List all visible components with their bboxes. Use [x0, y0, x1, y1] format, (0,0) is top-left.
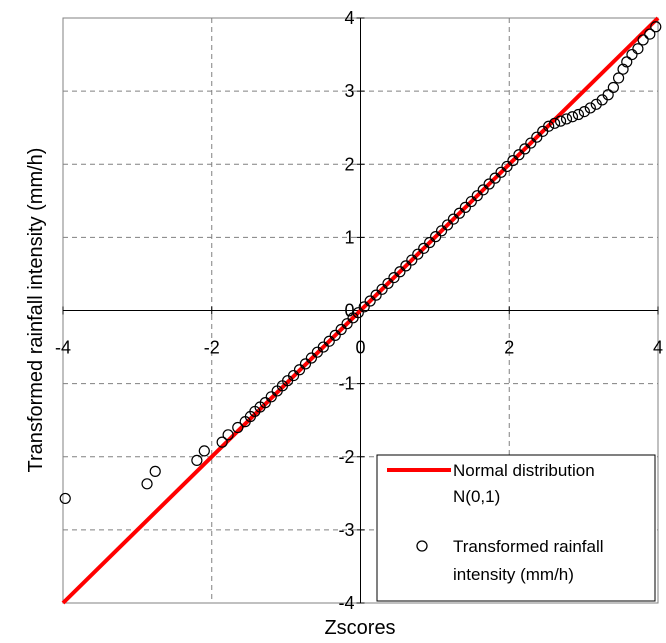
- data-point: [412, 248, 424, 260]
- legend-scatter-label-1: Transformed rainfall: [453, 537, 604, 556]
- data-point: [364, 295, 376, 307]
- data-point: [513, 149, 525, 161]
- data-point: [287, 369, 300, 382]
- data-point: [424, 236, 436, 249]
- data-point: [507, 154, 519, 167]
- data-point: [341, 318, 353, 330]
- data-point: [554, 115, 567, 127]
- data-point: [447, 213, 460, 225]
- scatter-series: [59, 21, 662, 505]
- data-point: [299, 358, 312, 370]
- data-point: [317, 341, 329, 353]
- legend: Normal distribution N(0,1) Transformed r…: [376, 454, 656, 602]
- data-point: [232, 421, 244, 434]
- data-point: [560, 113, 573, 125]
- data-point: [352, 307, 364, 319]
- x-tick-label: 2: [504, 338, 514, 358]
- y-tick-label: 4: [344, 8, 354, 28]
- x-tick-label: -2: [204, 338, 220, 358]
- data-point: [531, 131, 543, 143]
- data-point: [617, 63, 629, 75]
- data-point: [549, 117, 561, 129]
- data-point: [471, 190, 483, 202]
- legend-box: [376, 454, 656, 602]
- data-point: [566, 111, 579, 123]
- x-axis-title: Zscores: [324, 617, 395, 639]
- y-tick-label: -4: [338, 593, 354, 613]
- y-tick-label: 2: [344, 154, 354, 174]
- data-point: [400, 260, 412, 272]
- legend-line-label-1: Normal distribution: [453, 461, 595, 480]
- data-point: [141, 478, 153, 490]
- data-point: [370, 289, 382, 301]
- data-point: [216, 436, 228, 448]
- data-point: [495, 166, 507, 178]
- data-point: [329, 329, 341, 341]
- data-point: [293, 364, 306, 376]
- data-point: [501, 160, 513, 173]
- data-point: [519, 143, 531, 155]
- data-point: [198, 445, 210, 457]
- y-tick-label: 3: [344, 81, 354, 101]
- data-point: [602, 89, 614, 101]
- x-tick-label: 4: [653, 338, 663, 358]
- data-point: [607, 81, 619, 94]
- legend-scatter-label-2: intensity (mm/h): [453, 565, 574, 584]
- data-point: [418, 242, 430, 254]
- data-point: [406, 254, 418, 266]
- data-point: [323, 335, 335, 347]
- data-point: [259, 397, 271, 409]
- data-point: [191, 454, 203, 467]
- data-point: [459, 201, 471, 213]
- data-point: [578, 105, 590, 118]
- data-point: [644, 28, 656, 40]
- data-point: [525, 137, 537, 149]
- y-tick-label: -2: [338, 447, 354, 467]
- data-point: [388, 271, 400, 284]
- data-point: [453, 207, 466, 219]
- data-point: [435, 225, 448, 237]
- data-point: [543, 120, 555, 132]
- data-point: [382, 277, 394, 290]
- x-tick-label: 0: [355, 338, 365, 358]
- y-axis-title: Transformed rainfall intensity (mm/h): [25, 148, 47, 473]
- data-point: [265, 391, 277, 403]
- data-point: [335, 323, 347, 336]
- data-point: [394, 266, 406, 278]
- legend-line-label-2: N(0,1): [453, 487, 500, 506]
- legend-marker-swatch: [416, 540, 428, 552]
- data-point: [149, 465, 161, 477]
- data-point: [572, 108, 585, 121]
- data-point: [632, 43, 644, 55]
- data-point: [489, 172, 501, 184]
- y-tick-label: 0: [344, 301, 354, 321]
- y-tick-label: 1: [344, 227, 354, 247]
- data-point: [305, 352, 318, 364]
- data-point: [222, 429, 234, 441]
- data-point: [465, 195, 477, 208]
- data-point: [477, 184, 489, 196]
- x-tick-label: -4: [55, 338, 71, 358]
- data-point: [376, 283, 388, 295]
- data-point: [612, 72, 625, 84]
- y-tick-label: -1: [338, 374, 354, 394]
- data-point: [621, 56, 633, 68]
- data-point: [59, 492, 71, 505]
- data-point: [637, 34, 649, 46]
- data-point: [441, 219, 454, 231]
- data-point: [650, 21, 662, 33]
- data-point: [483, 178, 495, 190]
- data-point: [626, 48, 638, 61]
- data-point: [358, 301, 370, 313]
- data-point: [430, 231, 442, 243]
- y-tick-label: -3: [338, 520, 354, 540]
- data-point: [584, 102, 596, 114]
